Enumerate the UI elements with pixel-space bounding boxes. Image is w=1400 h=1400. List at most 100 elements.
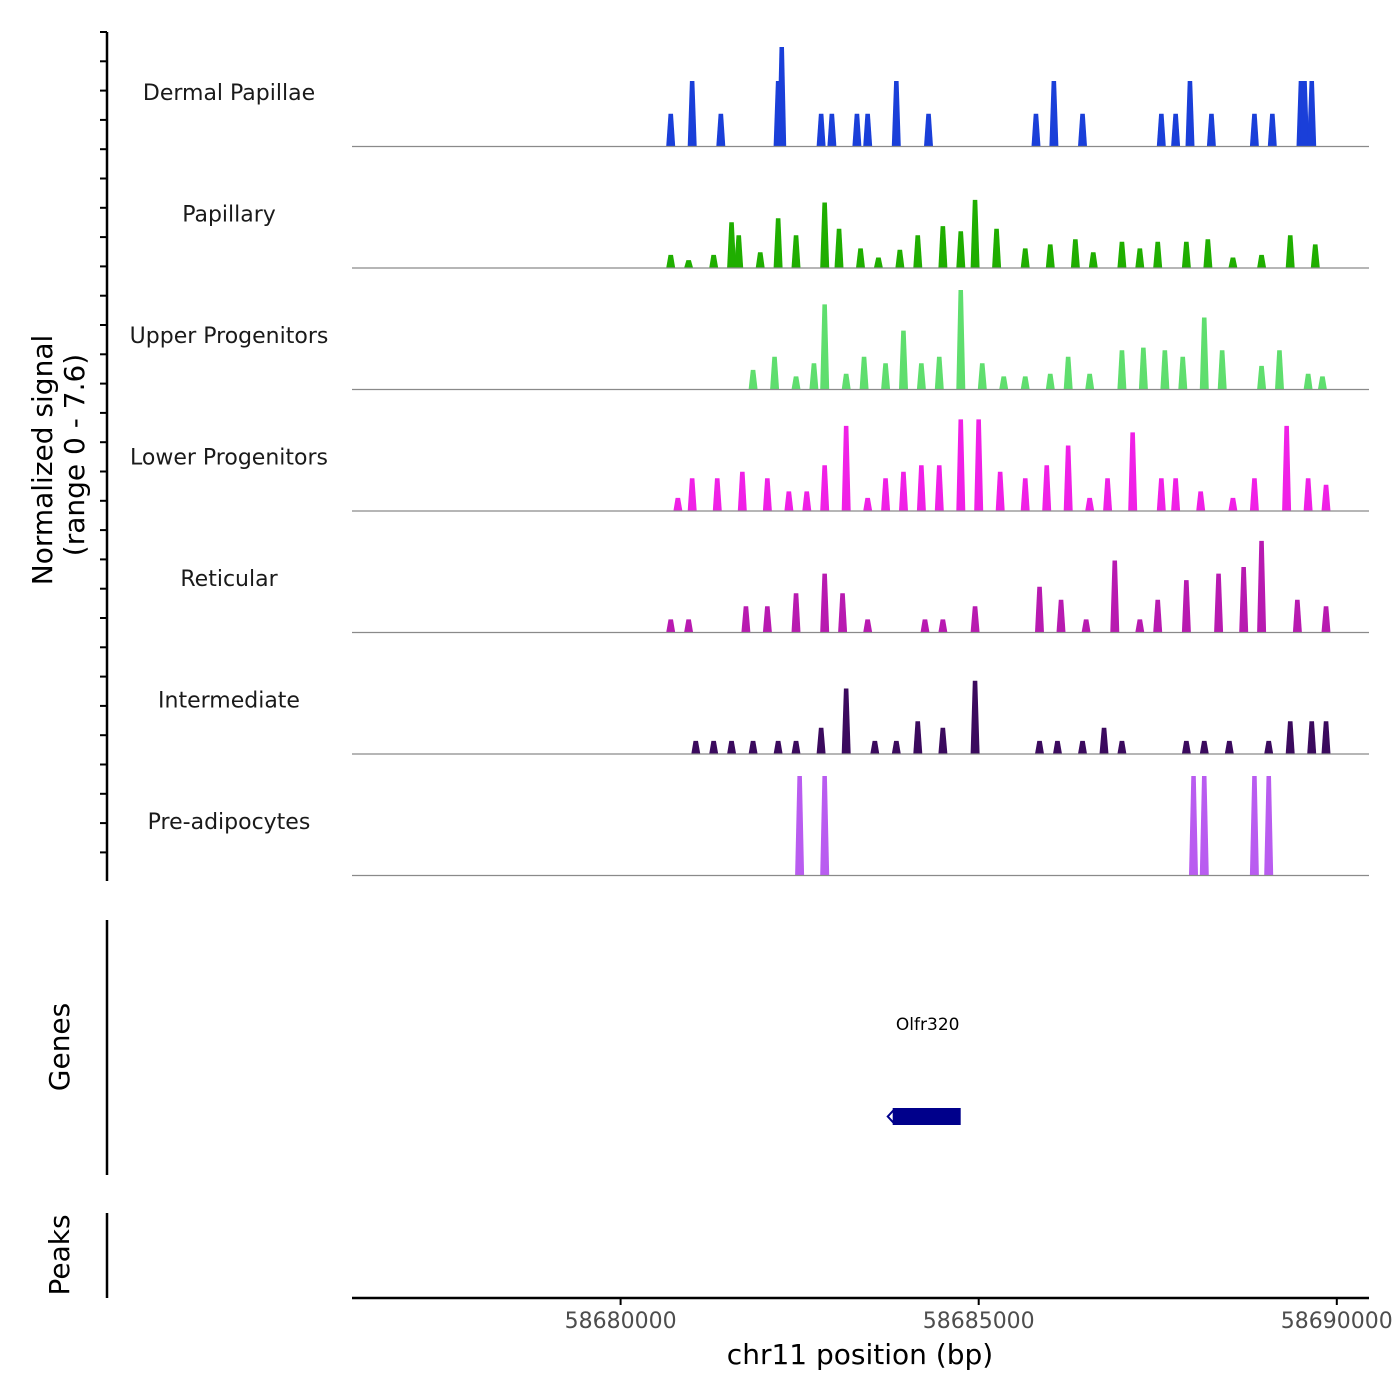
signal-peak-lower-progenitors [1042,465,1052,511]
signal-peak-reticular [863,619,873,633]
signal-peak-papillary [834,228,844,268]
signal-peak-papillary [1070,239,1080,268]
signal-peak-intermediate [773,740,783,754]
signal-peak-reticular [1035,586,1044,633]
signal-peak-reticular [1081,619,1091,633]
signal-peak-pre-adipocytes [1199,776,1209,876]
signal-peak-lower-progenitors [881,478,891,511]
signal-peak-lower-progenitors [899,471,908,511]
signal-peak-upper-progenitors [881,363,891,390]
signal-peak-upper-progenitors [1257,365,1267,390]
signal-peak-papillary [895,249,905,268]
signal-peak-papillary [913,235,923,268]
coverage-tracks: Dermal Papillae Papillary Upper Progenitor… [130,47,1369,877]
signal-peak-papillary [773,218,783,268]
signal-peak-lower-progenitors [863,497,873,511]
signal-peak-intermediate [913,721,923,754]
signal-peak-upper-progenitors [1199,317,1209,390]
signal-peak-lower-progenitors [1303,478,1313,511]
signal-peak-dermal-papillae [1300,81,1309,147]
signal-peak-dermal-papillae [1171,113,1181,147]
signal-peak-dermal-papillae [863,113,873,147]
signal-peak-lower-progenitors [712,478,722,511]
signal-peak-intermediate [1181,740,1191,754]
signal-peak-upper-progenitors [1303,373,1313,390]
signal-peak-intermediate [748,740,758,754]
signal-peak-lower-progenitors [841,425,851,511]
signal-peak-reticular [1257,540,1267,633]
signal-peak-lower-progenitors [802,491,812,511]
track-label-papillary: Papillary [182,203,276,228]
signal-peak-reticular [838,593,848,633]
signal-peak-upper-progenitors [934,356,944,390]
gene-strand-arrow [886,1109,895,1124]
signal-peak-lower-progenitors [974,419,984,511]
signal-peak-papillary [1203,239,1213,268]
signal-peak-dermal-papillae [1049,81,1059,147]
signal-peak-intermediate [1321,721,1331,754]
signal-peak-papillary [1257,254,1267,268]
signal-peak-dermal-papillae [827,113,837,147]
signal-peak-papillary [1310,244,1320,268]
signal-peak-upper-progenitors [1117,350,1127,390]
signal-peak-upper-progenitors [1217,350,1227,390]
signal-peak-intermediate [1053,740,1062,754]
signal-peak-reticular [1239,567,1249,633]
signal-peak-upper-progenitors [1085,373,1095,390]
signal-peak-upper-progenitors [770,356,780,390]
signal-peak-papillary [1088,252,1098,268]
signal-peak-reticular [1181,580,1191,633]
signal-peak-intermediate [1199,740,1209,754]
signal-peak-reticular [1292,599,1302,633]
coverage-y-ticks [100,31,107,854]
signal-peak-lower-progenitors [956,419,966,511]
signal-peak-reticular [791,593,801,633]
signal-peak-reticular [970,606,980,633]
signal-peak-upper-progenitors [841,373,851,390]
signal-peak-upper-progenitors [1275,350,1284,390]
signal-peak-intermediate [841,688,851,754]
signal-peak-intermediate [1099,727,1109,754]
signal-peak-lower-progenitors [1020,478,1030,511]
signal-peak-lower-progenitors [1171,478,1181,511]
x-tick-label: 58685000 [923,1309,1035,1334]
signal-peak-dermal-papillae [687,81,697,147]
track-papillary: Papillary [182,199,1369,269]
signal-peak-dermal-papillae [891,81,901,147]
signal-peak-papillary [1181,241,1191,268]
signal-peak-dermal-papillae [816,113,826,147]
track-lower-progenitors: Lower Progenitors [130,419,1369,512]
signal-peak-reticular [1153,599,1163,633]
gene-models: Olfr320 [886,1015,961,1125]
track-label-lower-progenitors: Lower Progenitors [130,446,328,471]
signal-peak-upper-progenitors [977,363,987,390]
signal-peak-reticular [666,619,676,633]
signal-peak-intermediate [1307,721,1317,754]
signal-peak-lower-progenitors [1128,432,1138,511]
x-tick-label: 58680000 [565,1309,677,1334]
signal-peak-reticular [920,619,930,633]
signal-peak-upper-progenitors [1138,347,1148,390]
gene-label: Olfr320 [896,1015,960,1035]
signal-peak-dermal-papillae [924,113,933,147]
signal-peak-intermediate [970,680,980,754]
x-axis-ticks: 58680000 58685000 58690000 [565,1298,1393,1334]
coverage-y-axis-range: (range 0 - 7.6) [58,354,91,556]
signal-peak-upper-progenitors [809,363,819,390]
signal-peak-intermediate [691,740,701,754]
signal-peak-reticular [938,619,948,633]
signal-peak-dermal-papillae [777,47,787,147]
signal-peak-papillary [1135,248,1145,268]
signal-peak-lower-progenitors [687,478,697,511]
signal-peak-intermediate [709,740,719,754]
gene-body [892,1108,961,1125]
signal-peak-lower-progenitors [1249,478,1259,511]
signal-peak-papillary [992,228,1002,268]
genes-panel: Genes Olfr320 [43,920,961,1175]
track-pre-adipocytes: Pre-adipocytes [148,776,1369,877]
signal-peak-lower-progenitors [1228,497,1238,511]
signal-peak-upper-progenitors [956,290,966,390]
signal-peak-papillary [956,231,966,268]
signal-peak-pre-adipocytes [1249,776,1259,876]
